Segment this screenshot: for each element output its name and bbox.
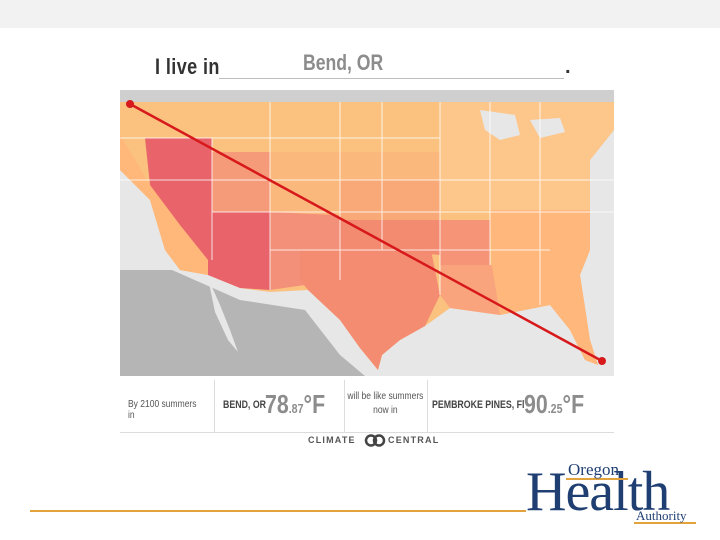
city-input[interactable]: Bend, OR — [303, 50, 384, 75]
origin-cell: BEND, OR 78.87°F — [214, 380, 345, 432]
period: . — [565, 56, 571, 78]
logo-bottom-line — [634, 522, 696, 524]
logo-top-line — [566, 478, 628, 480]
route-line — [129, 102, 603, 363]
origin-marker — [126, 100, 134, 108]
logo-health: Health — [526, 461, 670, 523]
middle-cell: will be like summers now in — [344, 380, 428, 432]
origin-city: BEND, OR — [223, 399, 267, 411]
middle-text: will be like summers now in — [347, 391, 424, 416]
dest-temp: 90.25°F — [524, 389, 585, 419]
top-bar — [0, 0, 720, 28]
lead-text: By 2100 summers in — [128, 399, 197, 421]
footer-accent-line — [30, 510, 526, 512]
location-row: I live in Bend, OR . — [155, 48, 585, 84]
logo-authority: Authority — [636, 508, 687, 523]
climate-central-logo-icon — [364, 434, 386, 447]
comparison-bar: By 2100 summers in BEND, OR 78.87°F will… — [120, 380, 614, 433]
destination-marker — [598, 357, 606, 365]
credit-right: CENTRAL — [388, 435, 440, 445]
credit-left: CLIMATE — [308, 435, 356, 445]
logo-oregon: Oregon — [568, 460, 619, 479]
city-input-underline — [219, 78, 564, 79]
climate-central-credit: CLIMATE CENTRAL — [308, 434, 438, 448]
origin-temp: 78.87°F — [265, 389, 326, 419]
oregon-health-authority-logo: Health Oregon Authority — [526, 456, 706, 528]
dest-city: PEMBROKE PINES, Fl — [432, 399, 525, 411]
live-in-label: I live in — [155, 54, 220, 79]
us-heat-map — [120, 90, 614, 376]
